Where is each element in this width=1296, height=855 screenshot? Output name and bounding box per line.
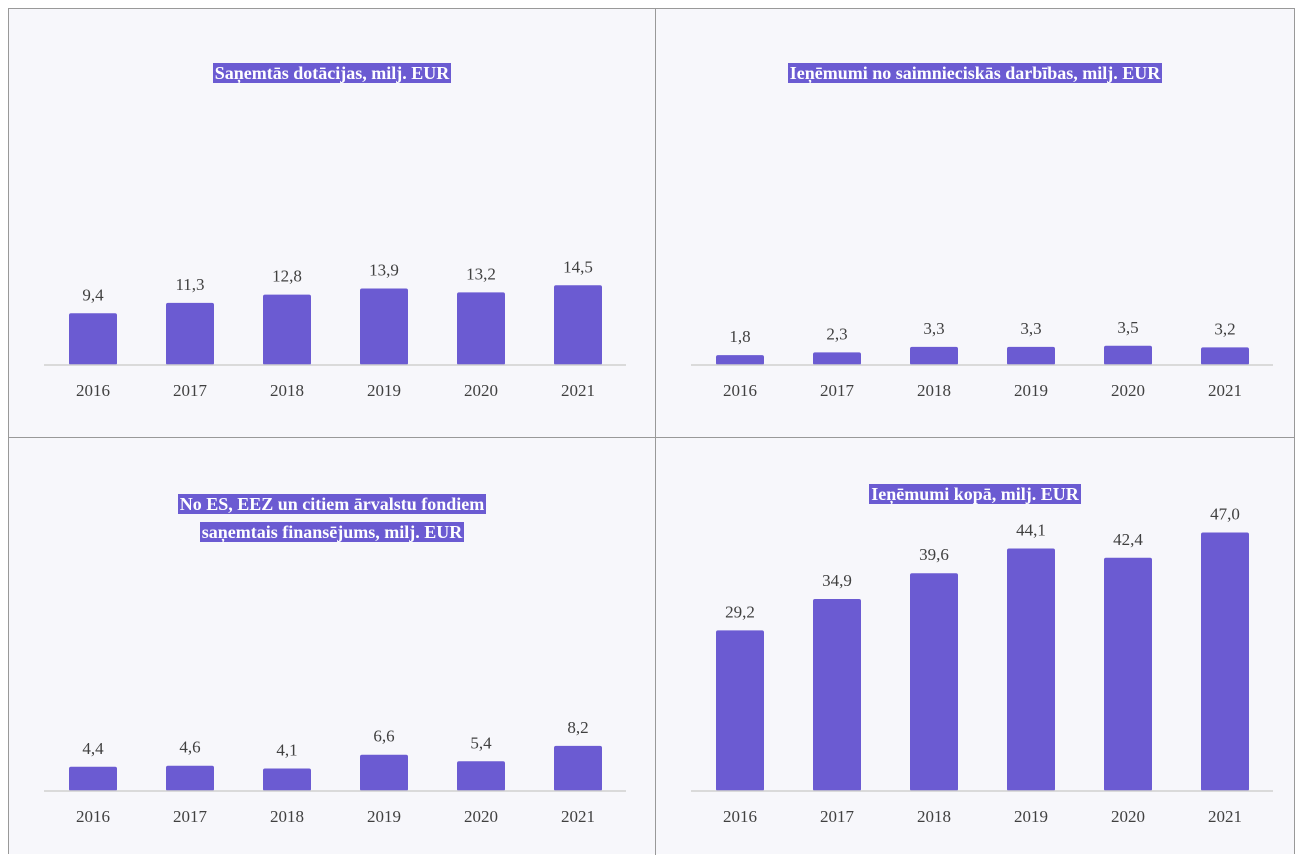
bar [263,768,311,791]
value-label: 8,2 [567,718,588,737]
bar [813,599,861,791]
value-label: 42,4 [1113,530,1143,549]
panel: Ieņēmumi no saimnieciskās darbības, milj… [656,9,1294,438]
x-tick-label: 2018 [270,807,304,826]
value-label: 29,2 [725,602,755,621]
bar [360,288,408,365]
chart-title: Ieņēmumi no saimnieciskās darbības, milj… [778,59,1173,87]
x-tick-label: 2021 [561,807,595,826]
title-text: Saņemtās dotācijas, milj. EUR [212,63,452,83]
value-label: 4,6 [179,738,200,757]
chart-title: Saņemtās dotācijas, milj. EUR [122,59,542,87]
value-label: 3,3 [1020,319,1041,338]
x-tick-label: 2020 [464,807,498,826]
x-tick-label: 2020 [464,381,498,400]
x-tick-label: 2016 [76,381,110,400]
panel: Ieņēmumi kopā, milj. EUR 29,2 2016 34,9 201… [656,438,1294,855]
x-tick-label: 2019 [367,807,401,826]
x-tick-label: 2017 [173,807,208,826]
bar [69,313,117,365]
x-tick-label: 2017 [820,807,855,826]
x-tick-label: 2018 [270,381,304,400]
bar [263,294,311,365]
bar [554,285,602,365]
bar [716,355,764,365]
value-label: 4,1 [276,740,297,759]
bar [1201,532,1249,791]
x-tick-label: 2019 [1014,381,1048,400]
x-tick-label: 2018 [917,381,951,400]
panel: No ES, EEZ un citiem ārvalstu fondiem sa… [9,438,656,855]
value-label: 1,8 [729,327,750,346]
value-label: 2,3 [826,324,847,343]
panel: Saņemtās dotācijas, milj. EUR 9,4 2016 11,… [9,9,656,438]
x-tick-label: 2019 [367,381,401,400]
dashboard: Saņemtās dotācijas, milj. EUR 9,4 2016 11,… [8,8,1295,855]
bar [910,573,958,791]
chart: 4,4 2016 4,6 2017 4,1 2018 6,6 2019 5,4 2020 8,2 20… [44,718,626,826]
bar [1104,557,1152,791]
value-label: 5,4 [470,733,492,752]
value-label: 3,5 [1117,318,1138,337]
x-tick-label: 2021 [1208,381,1242,400]
value-label: 13,9 [369,261,399,280]
bar [69,766,117,791]
value-label: 12,8 [272,267,302,286]
value-label: 9,4 [82,285,104,304]
bar [1201,347,1249,365]
bar [166,765,214,791]
bar [360,754,408,791]
value-label: 3,2 [1214,319,1235,338]
x-tick-label: 2020 [1111,381,1145,400]
x-tick-label: 2016 [723,807,757,826]
value-label: 6,6 [373,727,394,746]
title-text: Ieņēmumi no saimnieciskās darbības, milj… [787,63,1163,83]
chart-title: Ieņēmumi kopā, milj. EUR [765,480,1185,508]
value-label: 44,1 [1016,520,1046,539]
value-label: 3,3 [923,319,944,338]
value-label: 39,6 [919,545,949,564]
bar [1007,548,1055,791]
value-label: 34,9 [822,571,852,590]
bar [166,302,214,365]
x-tick-label: 2017 [173,381,208,400]
x-tick-label: 2018 [917,807,951,826]
x-tick-label: 2021 [1208,807,1242,826]
x-tick-label: 2017 [820,381,855,400]
value-label: 14,5 [563,257,593,276]
x-tick-label: 2020 [1111,807,1145,826]
bar [716,630,764,791]
chart: 29,2 2016 34,9 2017 39,6 2018 44,1 2019 42,4 2020… [691,505,1273,826]
chart: 9,4 2016 11,3 2017 12,8 2018 13,9 2019 13,2 2020 1… [44,257,626,400]
value-label: 47,0 [1210,505,1240,524]
value-label: 11,3 [175,275,204,294]
title-text: Ieņēmumi kopā, milj. EUR [869,484,1081,504]
bar [457,761,505,791]
value-label: 4,4 [82,739,104,758]
x-tick-label: 2019 [1014,807,1048,826]
x-tick-label: 2021 [561,381,595,400]
bar [1104,345,1152,365]
bar [554,745,602,791]
bar [457,292,505,365]
bar [813,352,861,365]
x-tick-label: 2016 [76,807,110,826]
chart-title: No ES, EEZ un citiem ārvalstu fondiem sa… [142,490,522,546]
x-tick-label: 2016 [723,381,757,400]
chart: 1,8 2016 2,3 2017 3,3 2018 3,3 2019 3,5 2020 3,2 20… [691,318,1273,400]
bar [910,346,958,365]
bar [1007,346,1055,365]
value-label: 13,2 [466,264,496,283]
